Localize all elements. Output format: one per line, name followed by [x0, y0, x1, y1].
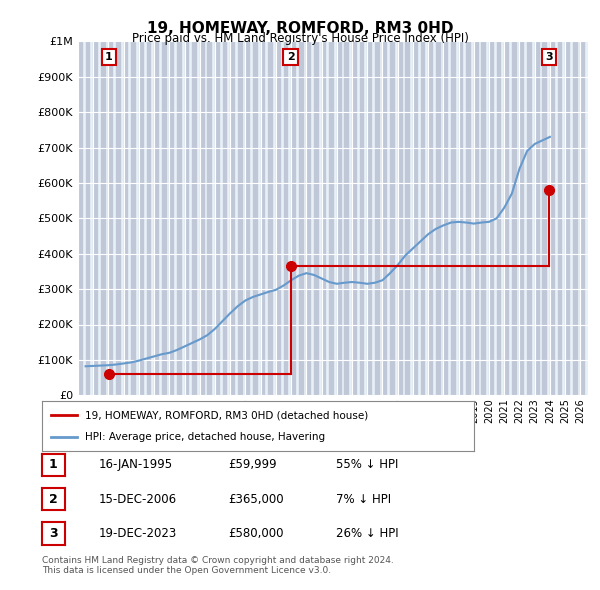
- Text: 19, HOMEWAY, ROMFORD, RM3 0HD (detached house): 19, HOMEWAY, ROMFORD, RM3 0HD (detached …: [85, 410, 368, 420]
- Bar: [512, 41, 515, 395]
- Text: 2: 2: [287, 52, 295, 62]
- Bar: [390, 41, 394, 395]
- Bar: [359, 41, 364, 395]
- Bar: [192, 41, 196, 395]
- Bar: [481, 41, 485, 395]
- Bar: [406, 41, 409, 395]
- Bar: [208, 41, 211, 395]
- Bar: [131, 41, 135, 395]
- Bar: [238, 41, 242, 395]
- Text: HPI: Average price, detached house, Havering: HPI: Average price, detached house, Have…: [85, 432, 325, 442]
- Bar: [428, 41, 432, 395]
- Bar: [337, 41, 341, 395]
- Text: 1: 1: [105, 52, 113, 62]
- Bar: [124, 41, 127, 395]
- Bar: [93, 41, 97, 395]
- Bar: [177, 41, 181, 395]
- Bar: [268, 41, 272, 395]
- Bar: [557, 41, 562, 395]
- Text: 15-DEC-2006: 15-DEC-2006: [99, 493, 177, 506]
- Bar: [443, 41, 447, 395]
- Bar: [78, 41, 82, 395]
- Bar: [215, 41, 219, 395]
- Bar: [322, 41, 325, 395]
- Bar: [489, 41, 493, 395]
- Bar: [299, 41, 302, 395]
- Text: 1: 1: [49, 458, 58, 471]
- Bar: [580, 41, 584, 395]
- Bar: [421, 41, 424, 395]
- Text: 19-DEC-2023: 19-DEC-2023: [99, 527, 177, 540]
- Bar: [185, 41, 188, 395]
- Bar: [535, 41, 539, 395]
- Bar: [367, 41, 371, 395]
- Bar: [542, 41, 546, 395]
- Bar: [109, 41, 112, 395]
- Bar: [314, 41, 318, 395]
- Bar: [101, 41, 104, 395]
- Bar: [307, 41, 310, 395]
- Bar: [382, 41, 386, 395]
- Text: £580,000: £580,000: [228, 527, 284, 540]
- Bar: [352, 41, 356, 395]
- Bar: [504, 41, 508, 395]
- Text: 3: 3: [49, 527, 58, 540]
- Bar: [413, 41, 417, 395]
- Text: £365,000: £365,000: [228, 493, 284, 506]
- Bar: [375, 41, 379, 395]
- Bar: [458, 41, 463, 395]
- Text: £59,999: £59,999: [228, 458, 277, 471]
- Bar: [162, 41, 166, 395]
- Bar: [253, 41, 257, 395]
- Bar: [169, 41, 173, 395]
- Bar: [260, 41, 265, 395]
- Text: 26% ↓ HPI: 26% ↓ HPI: [336, 527, 398, 540]
- Bar: [474, 41, 478, 395]
- Text: 16-JAN-1995: 16-JAN-1995: [99, 458, 173, 471]
- Bar: [154, 41, 158, 395]
- Text: 55% ↓ HPI: 55% ↓ HPI: [336, 458, 398, 471]
- Bar: [291, 41, 295, 395]
- Bar: [451, 41, 455, 395]
- Text: 2: 2: [49, 493, 58, 506]
- Bar: [344, 41, 348, 395]
- Bar: [565, 41, 569, 395]
- Bar: [398, 41, 401, 395]
- Bar: [245, 41, 249, 395]
- Bar: [466, 41, 470, 395]
- Bar: [520, 41, 523, 395]
- Bar: [200, 41, 203, 395]
- Text: Contains HM Land Registry data © Crown copyright and database right 2024.
This d: Contains HM Land Registry data © Crown c…: [42, 556, 394, 575]
- Text: 3: 3: [545, 52, 553, 62]
- Bar: [276, 41, 280, 395]
- Bar: [436, 41, 440, 395]
- Bar: [527, 41, 531, 395]
- Bar: [139, 41, 143, 395]
- Bar: [86, 41, 89, 395]
- Text: 7% ↓ HPI: 7% ↓ HPI: [336, 493, 391, 506]
- Bar: [230, 41, 234, 395]
- Bar: [116, 41, 120, 395]
- Text: Price paid vs. HM Land Registry's House Price Index (HPI): Price paid vs. HM Land Registry's House …: [131, 32, 469, 45]
- Bar: [573, 41, 577, 395]
- Bar: [146, 41, 151, 395]
- Bar: [550, 41, 554, 395]
- Bar: [497, 41, 500, 395]
- Text: 19, HOMEWAY, ROMFORD, RM3 0HD: 19, HOMEWAY, ROMFORD, RM3 0HD: [147, 21, 453, 35]
- Bar: [223, 41, 226, 395]
- Bar: [329, 41, 333, 395]
- Bar: [284, 41, 287, 395]
